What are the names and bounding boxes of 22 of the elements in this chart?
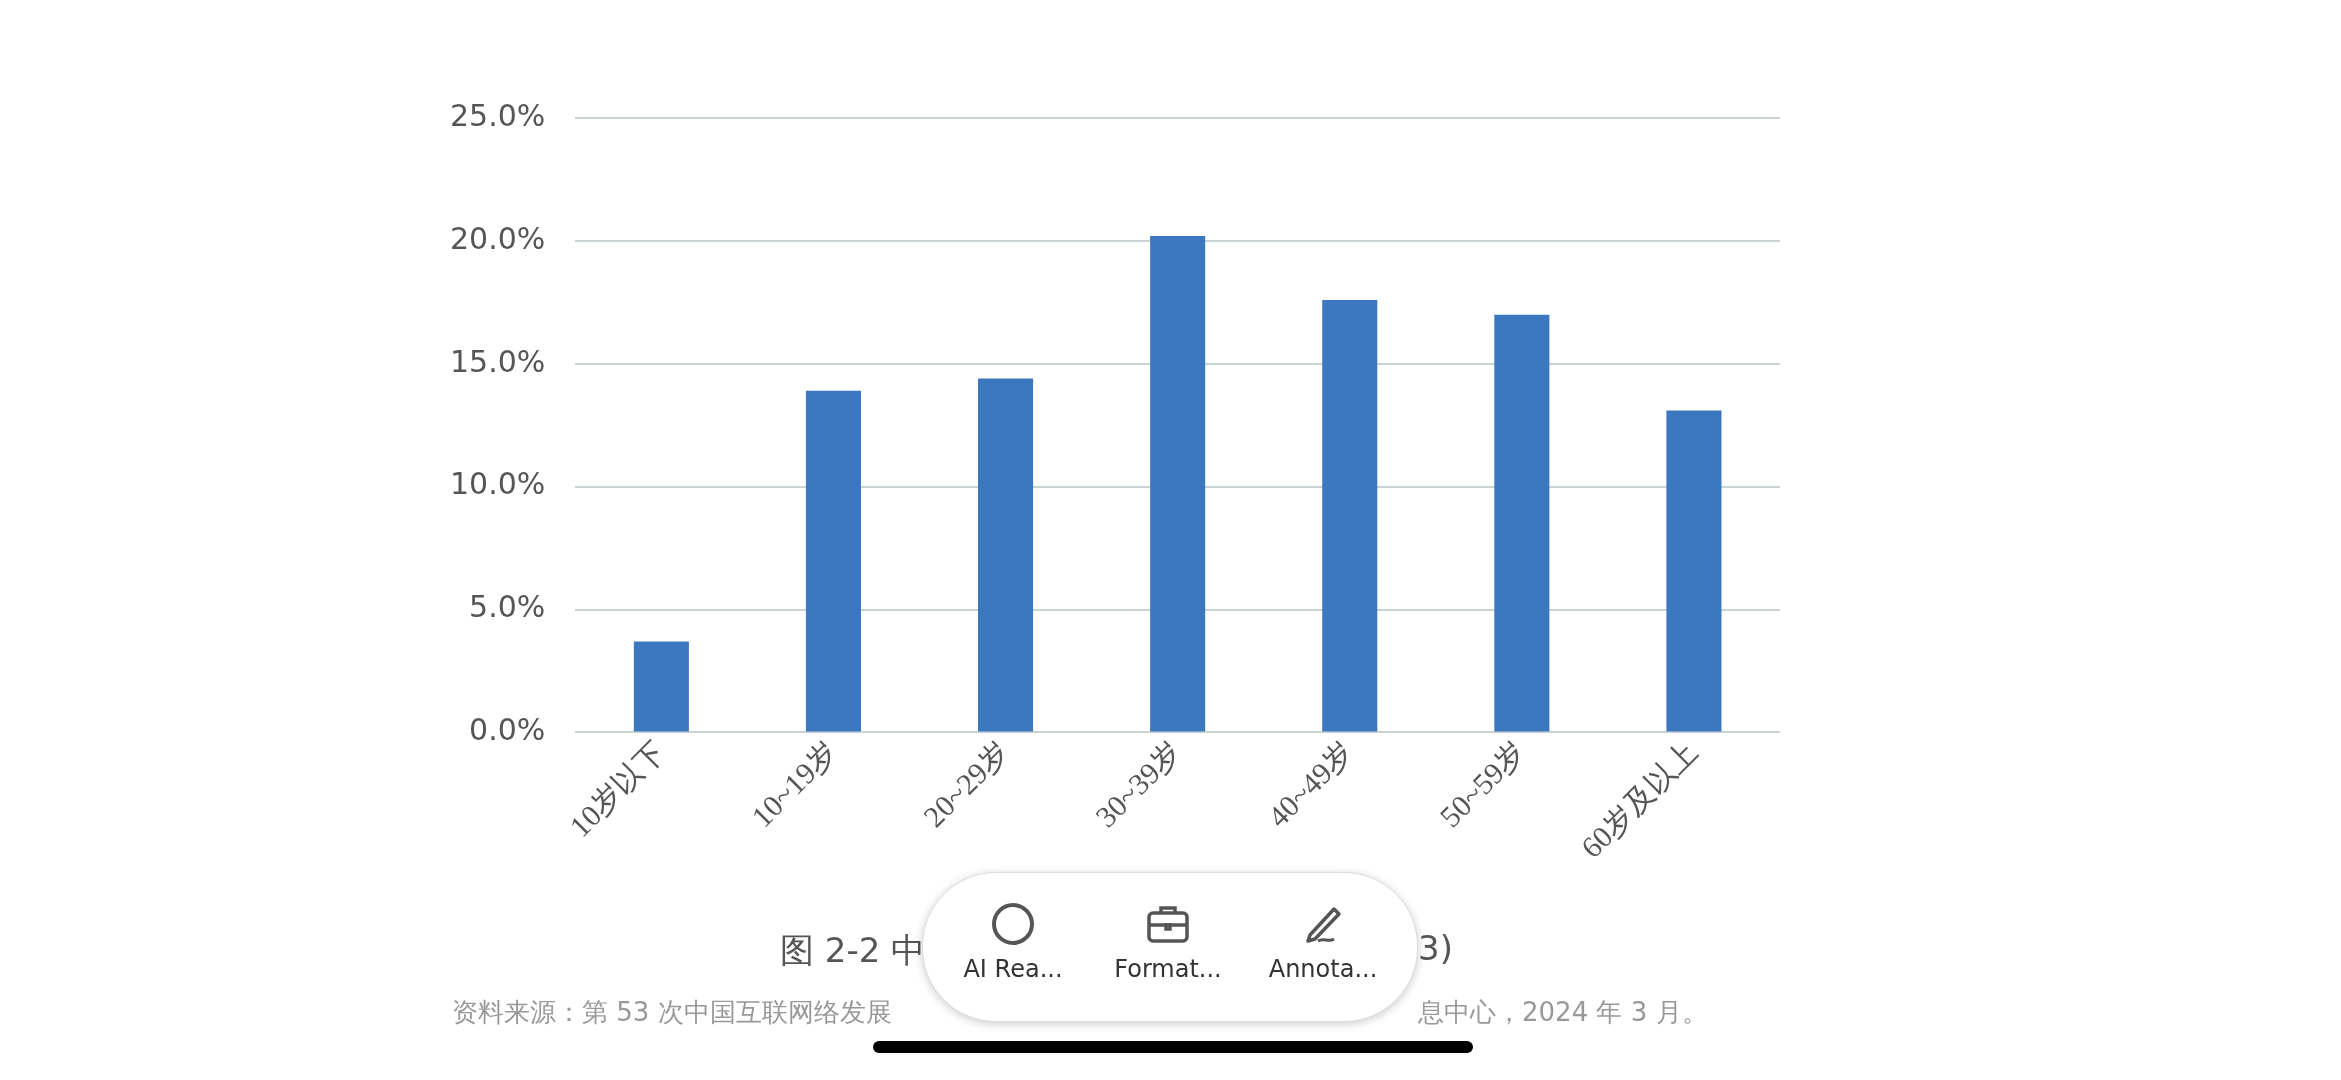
bar bbox=[978, 378, 1034, 732]
y-tick-label: 20.0% bbox=[449, 220, 546, 256]
bar bbox=[633, 641, 689, 732]
y-tick-label: 15.0% bbox=[449, 343, 546, 379]
text: 资料来源：第 53 次中国互联网络发展 bbox=[452, 996, 892, 1029]
bar bbox=[1494, 314, 1550, 732]
bar bbox=[805, 390, 861, 732]
y-tick-label: 25.0% bbox=[449, 97, 546, 133]
text: 3) bbox=[1418, 928, 1453, 968]
text: 息中心，2024 年 3 月。 bbox=[1418, 996, 1708, 1029]
caption: 图 2-2 中 bbox=[780, 929, 926, 972]
text: Format... bbox=[1114, 955, 1222, 983]
text: AI Rea... bbox=[963, 955, 1063, 983]
text: Annota... bbox=[1268, 955, 1378, 983]
bar bbox=[1150, 235, 1206, 732]
y-tick-label: 0.0% bbox=[469, 712, 546, 748]
bar bbox=[1322, 299, 1378, 732]
y-tick-label: 10.0% bbox=[449, 466, 546, 502]
y-tick-label: 5.0% bbox=[469, 589, 546, 625]
x-tick-label: 60岁及以上 bbox=[1574, 734, 1704, 865]
x-tick-label: 10岁以下 bbox=[562, 734, 672, 843]
bar bbox=[1666, 410, 1722, 732]
